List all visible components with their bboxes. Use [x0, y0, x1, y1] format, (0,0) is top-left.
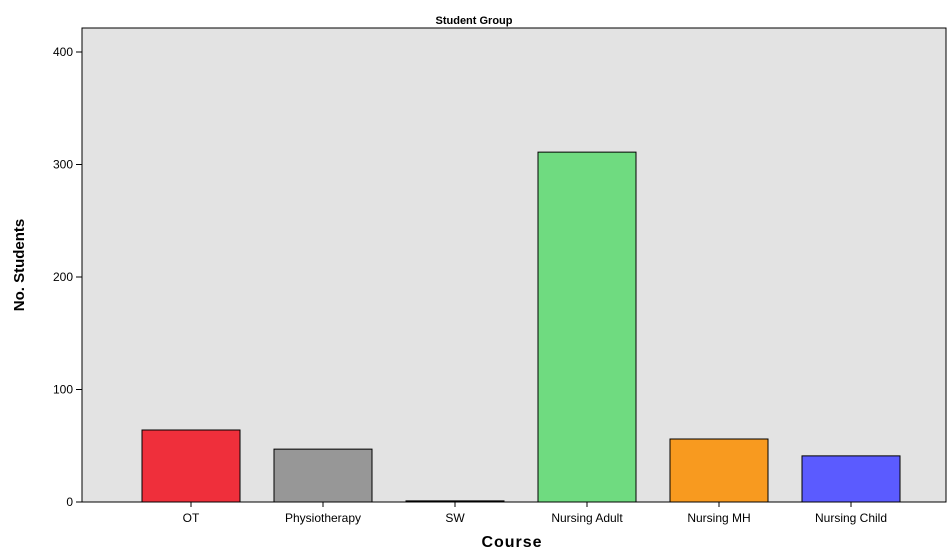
chart-title: Student Group	[436, 15, 513, 27]
x-tick-label: Nursing MH	[687, 511, 750, 525]
x-axis-label: Course	[481, 534, 542, 551]
bar-nursing-adult	[537, 151, 637, 503]
y-tick-label: 0	[66, 495, 73, 509]
bar-sw	[405, 500, 505, 503]
x-axis: OT Physiotherapy SW Nursing Adult Nursing MH…	[183, 502, 887, 525]
bars	[141, 151, 901, 503]
bar-ot	[141, 429, 241, 503]
y-tick-label: 100	[53, 383, 73, 397]
x-tick-label: SW	[445, 511, 465, 525]
y-axis-label: No. Students	[11, 219, 28, 312]
x-tick-label: Physiotherapy	[285, 511, 361, 525]
y-axis: 0 100 200 300 400	[53, 45, 82, 509]
x-tick-label: OT	[183, 511, 200, 525]
plot-area	[81, 27, 947, 503]
y-tick-label: 300	[53, 158, 73, 172]
bar-nursing-child	[801, 455, 901, 503]
bar-nursing-mh	[669, 438, 769, 503]
x-tick-label: Nursing Child	[815, 511, 887, 525]
x-tick-label: Nursing Adult	[551, 511, 623, 525]
bar-physiotherapy	[273, 448, 373, 503]
y-tick-label: 200	[53, 270, 73, 284]
y-tick-label: 400	[53, 45, 73, 59]
